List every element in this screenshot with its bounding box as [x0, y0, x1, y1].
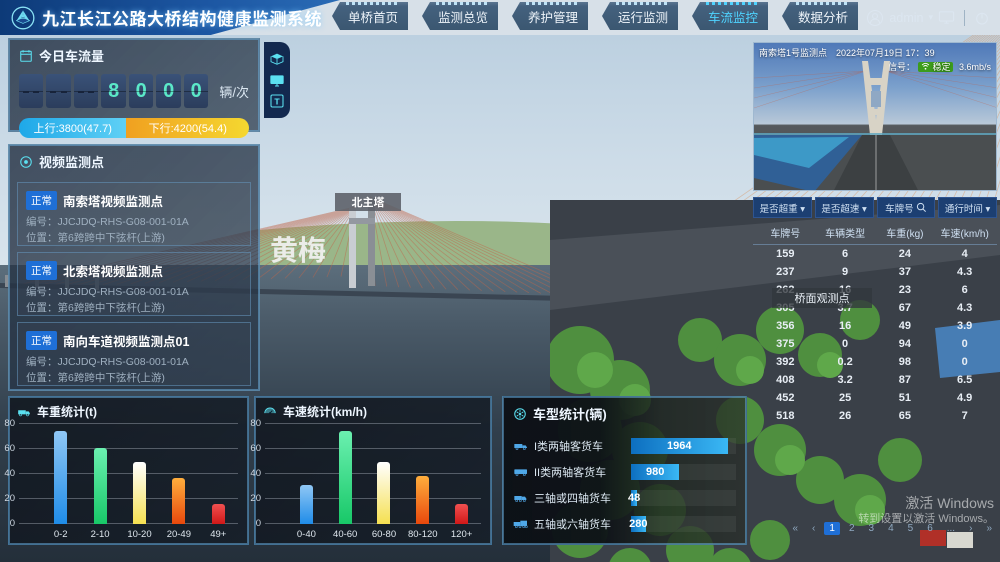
- svg-text:北主塔: 北主塔: [352, 195, 385, 209]
- svg-text:黄梅: 黄梅: [270, 235, 326, 266]
- svg-text:T: T: [274, 97, 280, 107]
